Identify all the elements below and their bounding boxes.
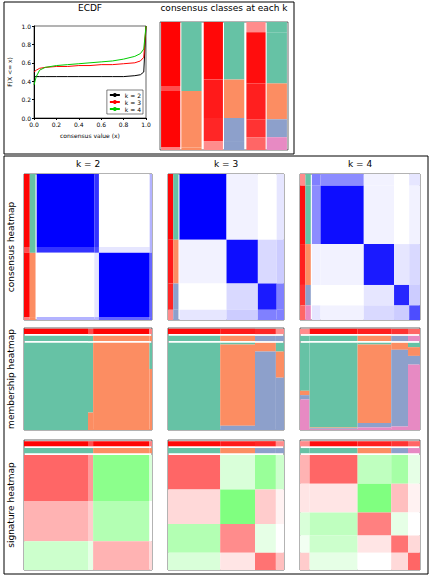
svg-text:0.2: 0.2	[52, 121, 62, 128]
svg-text:F(X <= x): F(X <= x)	[6, 57, 13, 87]
svg-text:membership heatmap: membership heatmap	[6, 329, 16, 429]
svg-text:0.4: 0.4	[74, 121, 84, 128]
svg-text:0.6: 0.6	[21, 59, 31, 66]
svg-text:0.6: 0.6	[96, 121, 106, 128]
svg-text:0.0: 0.0	[21, 114, 31, 122]
svg-text:signature heatmap: signature heatmap	[6, 462, 16, 548]
svg-text:consensus classes at each k: consensus classes at each k	[160, 3, 288, 13]
svg-text:0.4: 0.4	[21, 78, 31, 85]
svg-text:k = 2: k = 2	[125, 92, 141, 99]
svg-text:1.0: 1.0	[141, 121, 151, 128]
svg-text:k = 3: k = 3	[125, 99, 141, 106]
svg-text:consensus heatmap: consensus heatmap	[6, 202, 16, 293]
svg-text:0.0: 0.0	[29, 121, 39, 128]
svg-text:0.2: 0.2	[21, 96, 31, 103]
svg-text:consensus value (x): consensus value (x)	[60, 132, 120, 139]
svg-text:k = 3: k = 3	[214, 159, 238, 169]
svg-text:0.8: 0.8	[21, 41, 31, 48]
svg-text:k = 4: k = 4	[125, 106, 141, 113]
svg-text:k = 4: k = 4	[348, 159, 372, 169]
svg-text:ECDF: ECDF	[78, 3, 102, 13]
svg-text:0.8: 0.8	[119, 121, 129, 128]
svg-text:1.0: 1.0	[21, 23, 31, 30]
svg-text:k = 2: k = 2	[76, 159, 100, 169]
